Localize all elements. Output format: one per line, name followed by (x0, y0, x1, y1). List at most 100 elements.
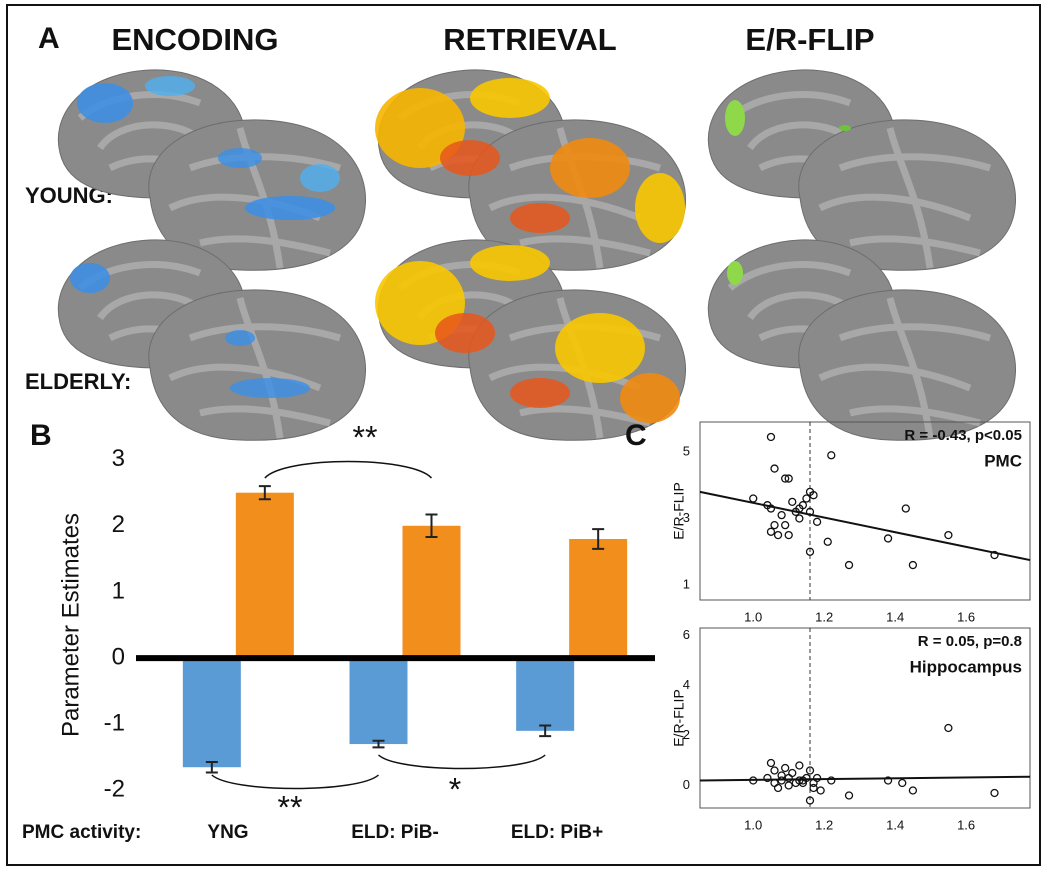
point (805, 796, 815, 805)
point (908, 786, 918, 795)
bar (569, 539, 628, 659)
point (816, 786, 825, 795)
error-bar (592, 528, 605, 550)
y-tick-label: 2 (683, 727, 690, 742)
x-tick-label: ELD: PiB- (351, 822, 439, 843)
point (788, 497, 797, 507)
panel-a: A ENCODING RETRIEVAL E/R-FLIP YOUNG: ELD… (25, 22, 1016, 440)
brain-map (58, 240, 365, 440)
y-tick-label: 5 (683, 443, 690, 458)
y-tick-label: 3 (683, 510, 690, 525)
column-heading: ENCODING (111, 22, 278, 57)
point (990, 788, 999, 798)
plot-frame (699, 627, 1031, 809)
error-bar (205, 760, 218, 774)
point (805, 766, 815, 775)
point (827, 451, 836, 460)
panel-label: C (625, 419, 647, 452)
point (809, 783, 818, 793)
x-tick-label: 1.2 (815, 609, 833, 624)
bar (402, 525, 461, 659)
error-bar (539, 724, 552, 738)
point (883, 776, 893, 785)
point (749, 494, 758, 503)
y-axis-label: E/R-FLIP (671, 689, 687, 747)
y-tick-label: 0 (683, 777, 690, 792)
point (781, 520, 790, 530)
x-tick-label: 1.6 (957, 609, 975, 624)
point (844, 791, 854, 800)
error-bar (372, 739, 385, 749)
point (812, 517, 822, 526)
bar (235, 492, 294, 659)
x-tick-label: YNG (207, 822, 248, 843)
point (773, 783, 783, 793)
y-tick-label: 6 (683, 627, 690, 642)
y-tick-label: 4 (683, 677, 690, 692)
point (795, 761, 804, 770)
x-tick-label: 1.6 (957, 817, 975, 832)
point (763, 773, 772, 783)
point (766, 504, 776, 513)
point (784, 781, 793, 790)
y-tick-label: 3 (112, 445, 125, 472)
y-tick-label: -2 (104, 776, 125, 803)
region-label: PMC (984, 451, 1022, 470)
point (805, 547, 815, 556)
bar (182, 658, 241, 768)
panel-label: A (38, 22, 60, 55)
brain-map (375, 70, 686, 270)
point (766, 432, 776, 442)
point (990, 550, 999, 560)
significance-bracket (378, 754, 546, 770)
y-tick-label: 0 (112, 643, 125, 670)
frame (6, 4, 1041, 866)
point (770, 464, 779, 473)
point (883, 534, 893, 543)
point (827, 776, 836, 785)
point (802, 773, 811, 783)
point (898, 778, 907, 788)
point (802, 494, 811, 503)
point (749, 776, 758, 785)
significance-label: ** (278, 789, 303, 825)
y-tick-label: 2 (112, 511, 125, 538)
error-bar (258, 485, 271, 501)
fit-line (699, 775, 1031, 782)
point (777, 511, 786, 520)
point (798, 501, 808, 510)
significance-bracket (211, 774, 379, 790)
brain-map (375, 240, 686, 440)
x-tick-label: 1.0 (744, 609, 762, 624)
point (777, 771, 786, 780)
point (809, 491, 818, 500)
significance-label: ** (353, 419, 378, 455)
x-tick-label: 1.4 (886, 817, 904, 832)
plot-frame (699, 421, 1031, 601)
point (766, 758, 776, 768)
error-bar (425, 513, 438, 539)
y-tick-label: 1 (112, 577, 125, 604)
point (770, 766, 779, 775)
point (823, 537, 832, 546)
x-tick-label: ELD: PiB+ (511, 822, 603, 843)
brain-map (708, 240, 1015, 440)
x-prefix: PMC activity: (22, 822, 141, 843)
panel-label: B (30, 419, 52, 452)
significance-bracket (264, 460, 433, 479)
annotation: R = -0.43, p<0.05 (904, 427, 1022, 444)
annotation: R = 0.05, p=0.8 (918, 633, 1022, 650)
point (777, 776, 786, 785)
point (788, 768, 797, 778)
significance-label: * (449, 771, 461, 807)
y-axis-label: Parameter Estimates (57, 513, 84, 737)
y-axis-label: E/R-FLIP (671, 482, 687, 540)
column-heading: E/R-FLIP (745, 22, 874, 57)
fit-line (699, 490, 1031, 562)
column-heading: RETRIEVAL (443, 22, 616, 57)
point (781, 763, 790, 773)
point (795, 514, 804, 523)
region-label: Hippocampus (910, 657, 1022, 676)
x-tick-label: 1.0 (744, 817, 762, 832)
